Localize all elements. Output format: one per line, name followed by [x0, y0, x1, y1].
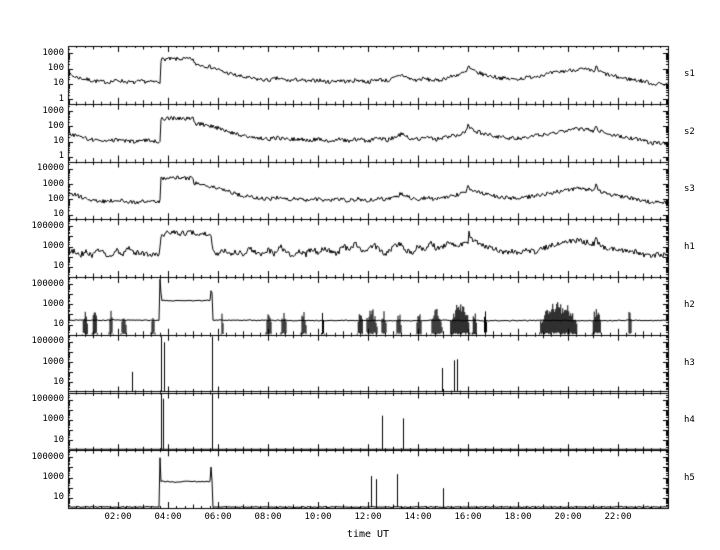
x-axis-label: time UT: [346, 529, 390, 540]
